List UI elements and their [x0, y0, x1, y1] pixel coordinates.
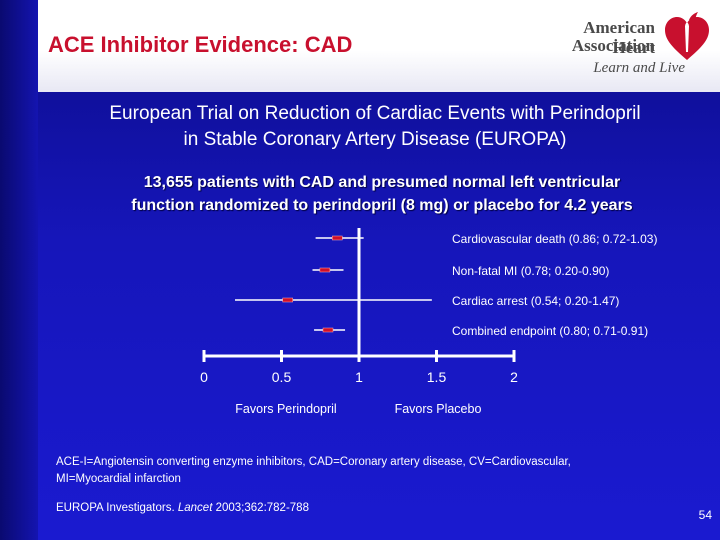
x-tick-label-2: 1	[355, 369, 363, 385]
trial-title: European Trial on Reduction of Cardiac E…	[30, 101, 720, 153]
header-band	[38, 0, 720, 92]
citation-prefix: EUROPA Investigators.	[56, 502, 178, 514]
slide-title: ACE Inhibitor Evidence: CAD	[48, 32, 353, 57]
citation-journal: Lancet	[177, 502, 213, 514]
citation-suffix: 2003;362:782-788	[212, 502, 309, 514]
summary-line-1: 13,655 patients with CAD and presumed no…	[143, 174, 621, 191]
point-estimate-2	[282, 297, 293, 303]
aha-logo: American Heart Association Learn and Liv…	[538, 8, 713, 84]
x-tick-label-1: 0.5	[272, 369, 292, 385]
trial-title-line-2: in Stable Coronary Artery Disease (EUROP…	[183, 129, 567, 150]
x-tick-label-0: 0	[200, 369, 208, 385]
row-label-3: Combined endpoint (0.80; 0.71-0.91)	[452, 324, 648, 338]
citation: EUROPA Investigators. Lancet 2003;362:78…	[56, 502, 309, 514]
favors-right-label: Favors Placebo	[395, 402, 482, 416]
summary-line-2: function randomized to perindopril (8 mg…	[131, 197, 633, 214]
logo-line-2: Association	[571, 36, 655, 55]
x-tick-label-3: 1.5	[427, 369, 447, 385]
abbrev-line-1: ACE-I=Angiotensin converting enzyme inhi…	[56, 456, 571, 468]
point-estimate-3	[322, 327, 334, 333]
logo-tagline: Learn and Live	[593, 60, 685, 76]
logo-line-1: American Heart	[583, 18, 655, 57]
row-label-2: Cardiac arrest (0.54; 0.20-1.47)	[452, 294, 619, 308]
x-tick-label-4: 2	[510, 369, 518, 385]
abbrev-line-2: MI=Myocardial infarction	[56, 473, 181, 485]
trial-summary: 13,655 patients with CAD and presumed no…	[52, 171, 712, 217]
trial-title-line-1: European Trial on Reduction of Cardiac E…	[109, 103, 641, 124]
point-estimate-1	[319, 267, 331, 273]
favors-left-label: Favors Perindopril	[235, 402, 336, 416]
heart-torch-icon	[665, 12, 709, 60]
left-stripe	[0, 0, 38, 540]
page-number: 54	[698, 508, 712, 522]
row-label-1: Non-fatal MI (0.78; 0.20-0.90)	[452, 264, 609, 278]
abbreviations-note: ACE-I=Angiotensin converting enzyme inhi…	[56, 454, 696, 488]
row-label-0: Cardiovascular death (0.86; 0.72-1.03)	[452, 232, 657, 246]
point-estimate-0	[332, 235, 343, 241]
